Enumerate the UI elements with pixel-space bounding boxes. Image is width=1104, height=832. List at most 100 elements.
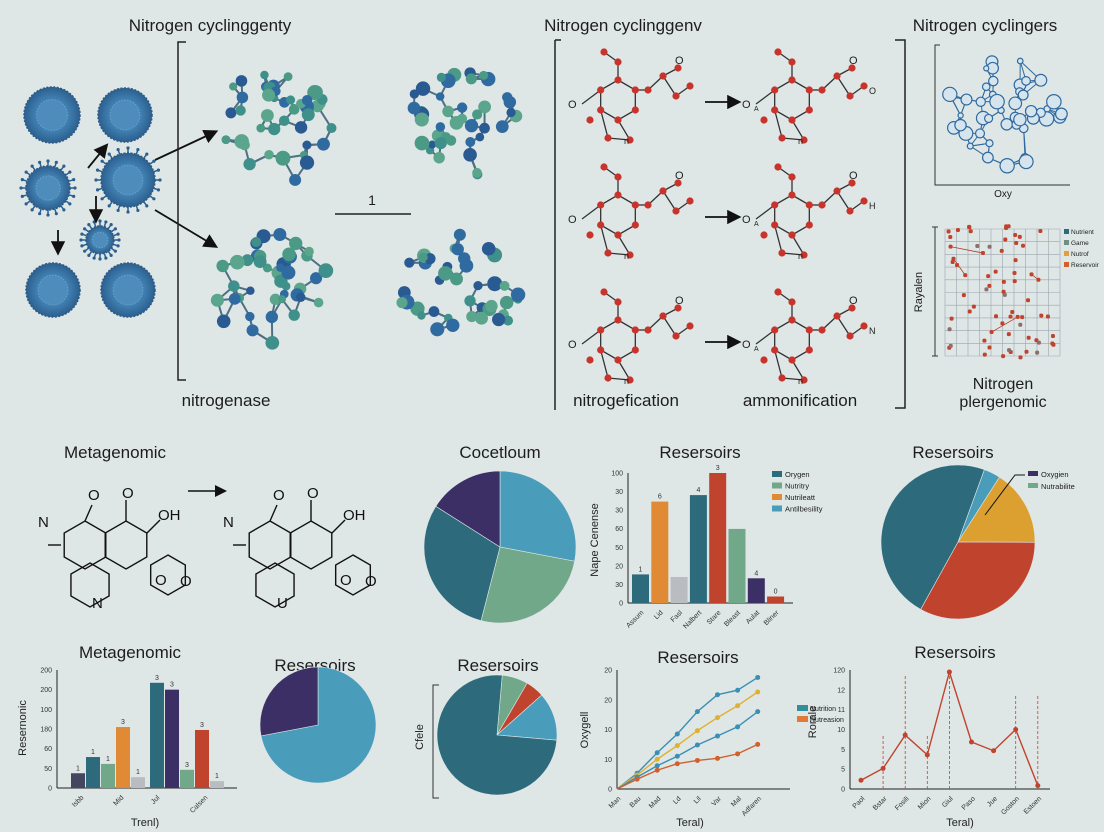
cell-spike-tip xyxy=(94,178,98,182)
data-point xyxy=(715,733,720,739)
y-tick-label: 50 xyxy=(615,545,623,552)
header-center: Nitrogen cyclinggenv xyxy=(544,16,702,35)
atom xyxy=(818,326,826,334)
atom-label: O xyxy=(122,485,134,502)
legend-swatch xyxy=(797,705,808,711)
atom-label: O xyxy=(675,295,684,307)
bond xyxy=(774,349,783,379)
cell-spike-tip xyxy=(107,152,111,156)
data-point xyxy=(654,756,660,762)
atom xyxy=(465,73,477,85)
scatter-point xyxy=(1001,289,1006,294)
pie-chart-pie1: Cocetloum xyxy=(423,443,577,624)
bond xyxy=(331,519,346,534)
atom xyxy=(458,252,471,265)
nitrogenase-molecule-clusters xyxy=(210,67,526,350)
x-tick-label: Assum xyxy=(625,609,645,629)
cell-spike-tip xyxy=(116,147,120,152)
atom xyxy=(631,346,639,354)
atom xyxy=(686,82,694,90)
atom xyxy=(503,315,514,326)
scatter-point xyxy=(999,248,1004,253)
atom xyxy=(407,101,421,115)
y-tick-label: 30 xyxy=(615,489,623,496)
atom xyxy=(475,311,488,325)
atom xyxy=(228,292,241,305)
atom xyxy=(774,163,782,171)
y-tick-label: 10 xyxy=(604,727,612,734)
x-tick-label: Goston xyxy=(1000,795,1021,816)
atom xyxy=(788,173,796,181)
cell-spike-tip xyxy=(80,232,84,236)
scatter-plot: Nutrient Game Nutrof Reservoir xyxy=(932,224,1100,360)
atom xyxy=(600,288,608,296)
y-axis-label: Nape Cenense xyxy=(589,503,601,576)
center-bracket-left xyxy=(554,39,561,410)
cell-spike-tip xyxy=(100,159,104,163)
cell-spike-tip xyxy=(38,160,42,164)
atom xyxy=(597,86,605,94)
cell-spike-tip xyxy=(126,210,130,214)
atom xyxy=(788,316,796,324)
pie-chart-pie4: Resersoirs Cfele xyxy=(414,656,558,799)
pie-slice xyxy=(435,470,501,548)
cell-spike-tip xyxy=(116,232,120,236)
atom xyxy=(626,376,634,384)
atom xyxy=(644,86,652,94)
scatter-point xyxy=(946,229,951,234)
bar xyxy=(767,596,785,603)
legend-label: Nutreasion xyxy=(810,717,844,724)
y-axis-label: Resernonic xyxy=(17,700,29,756)
node xyxy=(974,128,986,139)
atom xyxy=(614,356,622,364)
legend-leader-line xyxy=(984,474,1025,516)
scatter-point xyxy=(1010,309,1015,314)
atom xyxy=(495,120,509,133)
x-tick-label: Bau xyxy=(629,795,643,809)
cell-spike-tip xyxy=(158,178,162,182)
bond xyxy=(791,234,805,256)
atom xyxy=(282,247,296,262)
x-tick-label: Man xyxy=(608,795,623,810)
bar xyxy=(651,501,669,603)
atom xyxy=(626,251,634,259)
bond xyxy=(600,224,609,254)
atom xyxy=(506,107,516,118)
atom xyxy=(674,304,682,312)
atom xyxy=(788,191,796,199)
atom xyxy=(597,221,605,229)
atom-label: N xyxy=(92,595,103,612)
pie-slice xyxy=(499,470,577,562)
scatter-point xyxy=(984,287,989,292)
x-tick-label: Aulat xyxy=(745,609,761,625)
y-tick-label: 200 xyxy=(40,687,52,694)
atom xyxy=(631,201,639,209)
bar-label: 4 xyxy=(696,487,700,494)
node xyxy=(988,75,999,87)
cell-spike-tip xyxy=(24,202,28,206)
chart-title: Cocetloum xyxy=(459,443,540,462)
atom-label: O xyxy=(849,55,858,67)
scatter-point xyxy=(948,244,953,249)
bond xyxy=(774,224,783,254)
scatter-point xyxy=(1006,332,1011,337)
x-tick-label: Fasl xyxy=(670,609,685,624)
bond xyxy=(836,75,851,97)
atom xyxy=(586,116,594,124)
y-tick-label: 20 xyxy=(604,668,612,675)
atom xyxy=(614,191,622,199)
scatter-point xyxy=(955,228,960,233)
ring xyxy=(149,554,187,596)
atom xyxy=(644,326,652,334)
x-tick-label: Var xyxy=(711,795,724,808)
atom xyxy=(586,356,594,364)
bar xyxy=(728,528,746,603)
cell-spike-tip xyxy=(136,208,140,213)
chart-title: Resersoirs xyxy=(457,656,538,675)
legend-label: Game xyxy=(1071,240,1089,247)
scatter-ylabel: Rayalen xyxy=(913,272,925,312)
atom xyxy=(449,116,464,130)
bond xyxy=(617,119,631,141)
bar xyxy=(180,769,194,788)
